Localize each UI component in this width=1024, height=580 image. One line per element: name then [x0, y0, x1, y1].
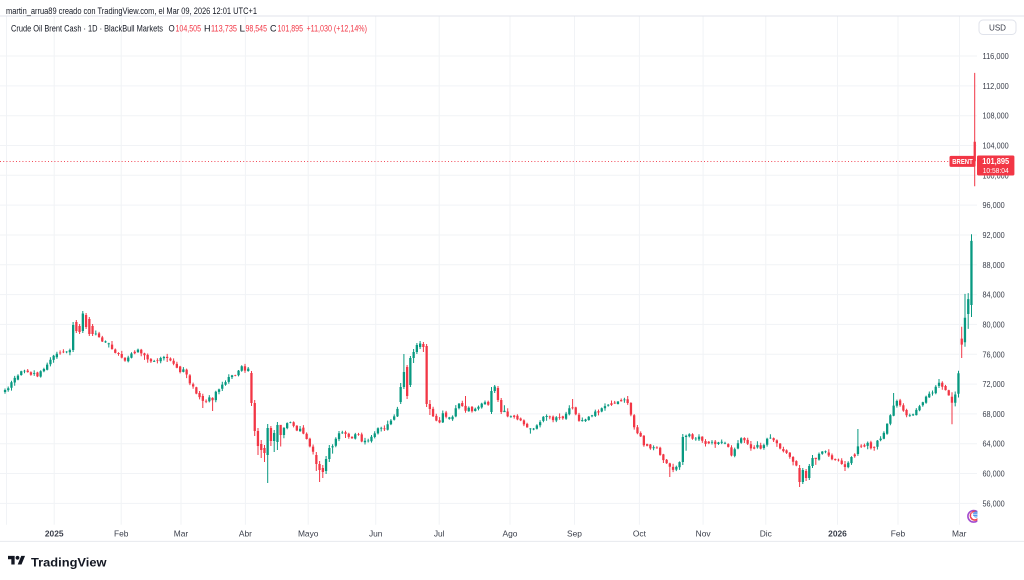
svg-text:TradingView: TradingView	[31, 556, 107, 570]
svg-text:Dic: Dic	[760, 528, 772, 538]
svg-text:80,000: 80,000	[983, 319, 1005, 329]
svg-text:10:58:04: 10:58:04	[983, 166, 1009, 175]
svg-text:Jul: Jul	[434, 528, 445, 538]
svg-text:Feb: Feb	[891, 528, 906, 538]
svg-text:martin_arrua89 creado con Trad: martin_arrua89 creado con TradingView.co…	[6, 6, 257, 16]
svg-text:56,000: 56,000	[983, 498, 1005, 508]
svg-text:Jun: Jun	[369, 528, 383, 538]
svg-text:Oct: Oct	[633, 528, 647, 538]
svg-text:92,000: 92,000	[983, 230, 1005, 240]
svg-text:L: L	[240, 24, 246, 34]
svg-text:Ago: Ago	[503, 528, 518, 538]
svg-text:O: O	[169, 24, 175, 34]
svg-text:108,000: 108,000	[983, 111, 1009, 121]
svg-text:Mayo: Mayo	[298, 528, 319, 538]
svg-text:76,000: 76,000	[983, 349, 1005, 359]
svg-text:104,000: 104,000	[983, 141, 1009, 151]
svg-text:68,000: 68,000	[983, 409, 1005, 419]
svg-text:84,000: 84,000	[983, 290, 1005, 300]
svg-text:113,735: 113,735	[211, 24, 237, 34]
svg-text:Abr: Abr	[239, 528, 252, 538]
svg-text:60,000: 60,000	[983, 469, 1005, 479]
svg-text:64,000: 64,000	[983, 439, 1005, 449]
svg-text:Sep: Sep	[567, 528, 582, 538]
svg-text:H: H	[204, 24, 211, 34]
svg-text:88,000: 88,000	[983, 260, 1005, 270]
svg-text:96,000: 96,000	[983, 200, 1005, 210]
svg-text:112,000: 112,000	[983, 81, 1009, 91]
svg-text:104,505: 104,505	[176, 24, 202, 34]
svg-text:2026: 2026	[828, 528, 847, 538]
svg-text:101,895: 101,895	[982, 156, 1009, 166]
svg-text:98,545: 98,545	[246, 24, 268, 34]
svg-text:USD: USD	[989, 23, 1006, 33]
svg-text:Feb: Feb	[114, 528, 129, 538]
svg-text:Nov: Nov	[696, 528, 712, 538]
svg-text:Mar: Mar	[174, 528, 189, 538]
svg-text:2025: 2025	[45, 528, 64, 538]
svg-text:72,000: 72,000	[983, 379, 1005, 389]
svg-text:116,000: 116,000	[983, 51, 1009, 61]
svg-text:BRENT: BRENT	[952, 157, 973, 166]
svg-text:Mar: Mar	[952, 528, 967, 538]
svg-text:101,895: 101,895	[278, 24, 304, 34]
svg-text:C: C	[270, 24, 277, 34]
svg-text:Crude Oil Brent Cash · 1D · Bl: Crude Oil Brent Cash · 1D · BlackBull Ma…	[11, 24, 163, 34]
svg-text:+11,030 (+12,14%): +11,030 (+12,14%)	[307, 24, 368, 34]
